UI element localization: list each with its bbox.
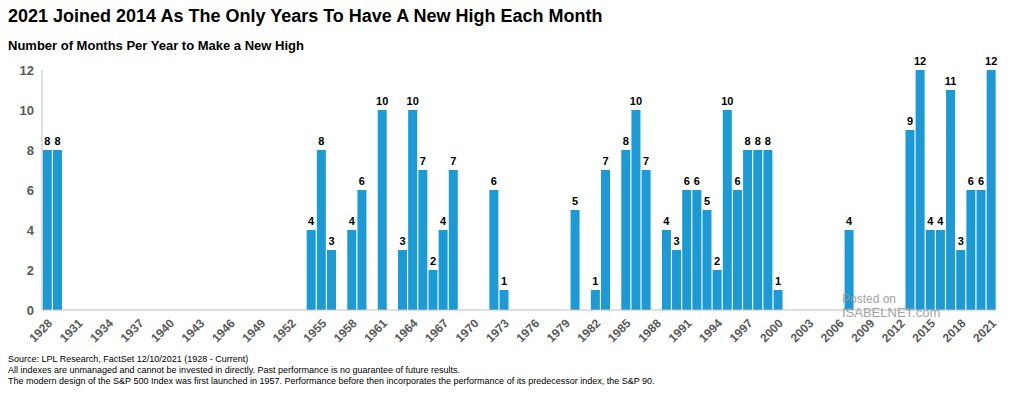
svg-text:10: 10 bbox=[20, 103, 34, 118]
svg-text:2015: 2015 bbox=[909, 316, 938, 345]
svg-text:1967: 1967 bbox=[422, 316, 451, 345]
svg-text:8: 8 bbox=[44, 135, 50, 147]
svg-text:4: 4 bbox=[308, 215, 315, 227]
svg-text:2: 2 bbox=[714, 255, 720, 267]
svg-text:4: 4 bbox=[937, 215, 944, 227]
svg-text:7: 7 bbox=[450, 155, 456, 167]
svg-text:2: 2 bbox=[27, 263, 34, 278]
svg-text:1934: 1934 bbox=[87, 316, 116, 345]
svg-text:8: 8 bbox=[623, 135, 629, 147]
svg-text:12: 12 bbox=[20, 63, 34, 78]
svg-text:2018: 2018 bbox=[940, 316, 969, 345]
svg-text:0: 0 bbox=[27, 303, 34, 318]
svg-text:1961: 1961 bbox=[361, 316, 390, 345]
svg-text:1949: 1949 bbox=[240, 316, 269, 345]
html-text:Source: LPL Research, FactSet: Source: LPL Research, FactSet 12/10/2021… bbox=[8, 354, 249, 364]
html-text:ISABELNET.com: ISABELNET.com bbox=[842, 305, 941, 320]
svg-text:4: 4 bbox=[440, 215, 447, 227]
svg-text:2000: 2000 bbox=[757, 316, 786, 345]
svg-text:8: 8 bbox=[755, 135, 761, 147]
svg-text:6: 6 bbox=[968, 175, 974, 187]
svg-text:3: 3 bbox=[673, 235, 679, 247]
svg-text:1988: 1988 bbox=[635, 316, 664, 345]
svg-text:1964: 1964 bbox=[392, 316, 421, 345]
svg-text:1937: 1937 bbox=[118, 316, 147, 345]
svg-text:1946: 1946 bbox=[209, 316, 238, 345]
svg-text:8: 8 bbox=[27, 143, 34, 158]
html-text:Posted on: Posted on bbox=[842, 292, 896, 306]
svg-text:12: 12 bbox=[985, 56, 997, 67]
svg-text:3: 3 bbox=[399, 235, 405, 247]
svg-text:2021: 2021 bbox=[970, 316, 999, 345]
svg-text:6: 6 bbox=[694, 175, 700, 187]
svg-text:7: 7 bbox=[643, 155, 649, 167]
svg-text:1982: 1982 bbox=[574, 316, 603, 345]
svg-text:1958: 1958 bbox=[331, 316, 360, 345]
svg-text:2009: 2009 bbox=[849, 316, 878, 345]
svg-text:10: 10 bbox=[721, 95, 733, 107]
svg-text:2: 2 bbox=[430, 255, 436, 267]
svg-text:6: 6 bbox=[978, 175, 984, 187]
svg-text:1976: 1976 bbox=[514, 316, 543, 345]
svg-text:6: 6 bbox=[27, 183, 34, 198]
svg-text:6: 6 bbox=[734, 175, 740, 187]
svg-text:6: 6 bbox=[359, 175, 365, 187]
svg-text:4: 4 bbox=[349, 215, 356, 227]
svg-text:4: 4 bbox=[927, 215, 934, 227]
svg-text:1991: 1991 bbox=[666, 316, 695, 345]
svg-text:8: 8 bbox=[318, 135, 324, 147]
svg-text:12: 12 bbox=[914, 56, 926, 67]
svg-text:5: 5 bbox=[704, 195, 710, 207]
svg-text:1997: 1997 bbox=[727, 316, 756, 345]
svg-text:1979: 1979 bbox=[544, 316, 573, 345]
svg-text:1: 1 bbox=[775, 275, 781, 287]
svg-text:1994: 1994 bbox=[696, 316, 725, 345]
svg-text:11: 11 bbox=[945, 75, 957, 87]
svg-text:4: 4 bbox=[27, 223, 35, 238]
svg-text:2012: 2012 bbox=[879, 316, 908, 345]
svg-text:1928: 1928 bbox=[26, 316, 55, 345]
svg-text:1952: 1952 bbox=[270, 316, 299, 345]
html-text:All indexes are unmanaged and: All indexes are unmanaged and cannot be … bbox=[8, 365, 461, 375]
svg-text:10: 10 bbox=[630, 95, 642, 107]
svg-text:10: 10 bbox=[407, 95, 419, 107]
svg-text:1985: 1985 bbox=[605, 316, 634, 345]
svg-text:8: 8 bbox=[54, 135, 60, 147]
svg-text:7: 7 bbox=[602, 155, 608, 167]
svg-text:8: 8 bbox=[765, 135, 771, 147]
svg-text:3: 3 bbox=[328, 235, 334, 247]
svg-text:8: 8 bbox=[745, 135, 751, 147]
html-text:Number of Months Per Year to M: Number of Months Per Year to Make a New … bbox=[8, 38, 304, 53]
svg-text:2003: 2003 bbox=[788, 316, 817, 345]
svg-text:1940: 1940 bbox=[148, 316, 177, 345]
svg-text:4: 4 bbox=[663, 215, 670, 227]
svg-text:7: 7 bbox=[420, 155, 426, 167]
svg-text:10: 10 bbox=[376, 95, 388, 107]
svg-text:1943: 1943 bbox=[179, 316, 208, 345]
svg-text:1970: 1970 bbox=[453, 316, 482, 345]
svg-text:9: 9 bbox=[907, 115, 913, 127]
svg-text:1955: 1955 bbox=[300, 316, 329, 345]
svg-text:1: 1 bbox=[592, 275, 598, 287]
svg-text:1931: 1931 bbox=[57, 316, 86, 345]
svg-text:6: 6 bbox=[491, 175, 497, 187]
svg-text:1: 1 bbox=[501, 275, 507, 287]
svg-text:2006: 2006 bbox=[818, 316, 847, 345]
html-text:2021 Joined 2014 As The Only Y: 2021 Joined 2014 As The Only Years To Ha… bbox=[8, 6, 603, 26]
svg-text:3: 3 bbox=[958, 235, 964, 247]
html-text:The modern design of the S&P 5: The modern design of the S&P 500 Index w… bbox=[8, 376, 655, 386]
svg-text:1973: 1973 bbox=[483, 316, 512, 345]
svg-text:5: 5 bbox=[572, 195, 578, 207]
svg-text:4: 4 bbox=[846, 215, 853, 227]
svg-text:6: 6 bbox=[684, 175, 690, 187]
